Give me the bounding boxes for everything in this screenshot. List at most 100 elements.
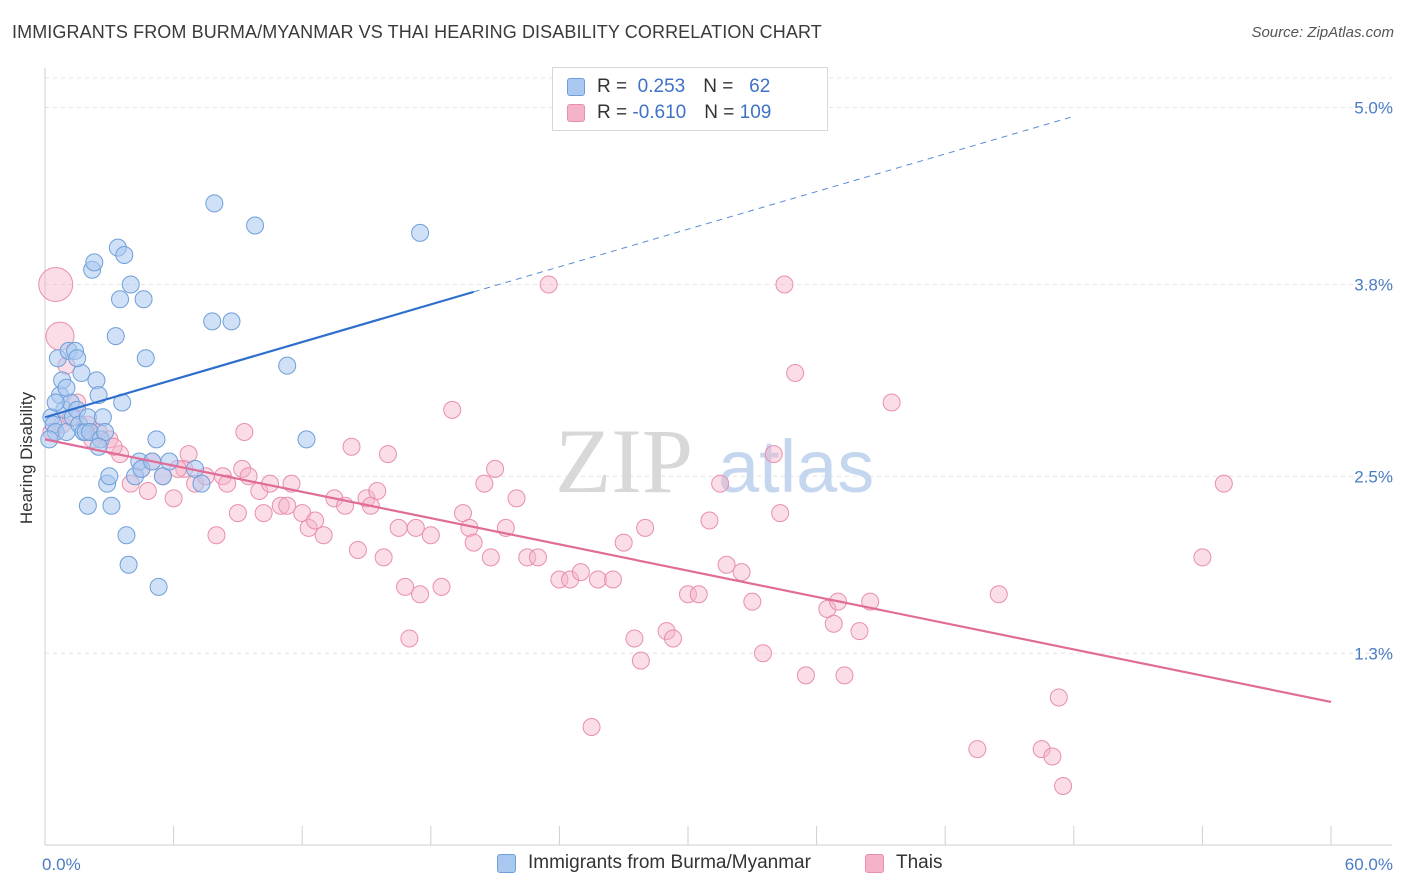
bottom-legend-thai: Thais [865, 852, 942, 874]
watermark: ZIP atlas [555, 410, 874, 512]
thai-point [233, 459, 252, 478]
thai-point [1043, 747, 1062, 766]
thai-point [254, 504, 273, 523]
y-tick-label: 3.8% [1354, 276, 1393, 295]
bottom-legend-swatch-burma [497, 853, 516, 873]
thai-point [882, 393, 901, 412]
thai-point [689, 585, 708, 604]
legend-n-value: 109 [739, 102, 772, 123]
trend-lines [44, 115, 1332, 704]
thai-point [374, 548, 393, 567]
thai-point [700, 511, 719, 530]
thai-point [1049, 688, 1068, 707]
legend-swatch-burma [567, 78, 585, 96]
burma-point [411, 223, 430, 242]
burma-point [106, 327, 125, 346]
legend-n-value: 62 [738, 76, 771, 97]
thai-point [271, 496, 290, 515]
thai-point [164, 489, 183, 508]
burma-point [89, 437, 108, 456]
thai-point [588, 570, 607, 589]
burma-point [102, 496, 121, 515]
thai-point [631, 651, 650, 670]
burma-point [192, 474, 211, 493]
burma-point [222, 312, 241, 331]
bottom-legend: Immigrants from Burma/Myanmar Thais [0, 852, 1406, 878]
legend-r-label: R = [597, 102, 633, 123]
burma-point [78, 496, 97, 515]
thai-point [636, 518, 655, 537]
thai-point [38, 267, 74, 302]
thai-point [1032, 740, 1051, 759]
watermark-atlas: atlas [718, 425, 874, 508]
thai-point [486, 459, 505, 478]
thai-point [278, 496, 297, 515]
bottom-legend-swatch-thai [865, 853, 884, 873]
thai-point [342, 437, 361, 456]
axis-labels: 1.3% 2.5% 3.8% 5.0% 0.0% 60.0% Hearing Disabil… [17, 99, 1393, 875]
thai-point [711, 474, 730, 493]
legend-n-label: N = [703, 76, 739, 97]
thai-trend-line [44, 438, 1332, 704]
thai-point [743, 592, 762, 611]
source-label: Source: ZipAtlas.com [1251, 24, 1394, 41]
legend-row-burma: R = 0.253 N = 62 [567, 75, 770, 99]
thai-point [218, 474, 237, 493]
burma-point [85, 253, 104, 272]
burma-point [100, 467, 119, 486]
burma-point [160, 452, 179, 471]
burma-point [246, 216, 265, 235]
chart-title: IMMIGRANTS FROM BURMA/MYANMAR VS THAI HE… [12, 22, 822, 42]
thai-point [138, 482, 157, 500]
thai-point [411, 585, 430, 604]
y-tick-label: 2.5% [1354, 467, 1393, 486]
burma-point [46, 393, 65, 412]
burma-point [119, 555, 138, 574]
burma-point [147, 430, 166, 449]
thai-point [663, 629, 682, 648]
thai-point [406, 518, 425, 537]
thai-point [228, 504, 247, 523]
thai-point [507, 489, 526, 508]
thai-point [561, 570, 580, 589]
thai-point [481, 548, 500, 567]
bottom-legend-label-thai: Thais [896, 852, 943, 873]
thai-point [306, 511, 325, 530]
thai-point [1193, 548, 1212, 567]
legend-swatch-thai [567, 104, 585, 122]
thai-point [603, 570, 622, 589]
burma-trend-extension [473, 115, 1074, 293]
thai-point [786, 364, 805, 382]
thai-point [717, 555, 736, 574]
thai-point [571, 563, 590, 582]
thai-point [378, 445, 397, 464]
x-tick-label-max: 60.0% [1345, 855, 1393, 874]
burma-point [205, 194, 224, 213]
legend-r-label: R = [597, 76, 633, 97]
series-burma [40, 194, 430, 596]
thai-point [968, 740, 987, 759]
burma-trend-line [44, 290, 474, 419]
thai-point [614, 533, 633, 552]
thai-point [421, 526, 440, 545]
burma-point [87, 371, 106, 390]
y-tick-label: 1.3% [1354, 644, 1393, 663]
thai-point [657, 622, 676, 641]
thai-point [368, 482, 387, 500]
y-tick-label: 5.0% [1354, 99, 1393, 118]
burma-point [136, 349, 155, 368]
burma-point [78, 408, 97, 427]
thai-point [464, 533, 483, 552]
bottom-legend-label-burma: Immigrants from Burma/Myanmar [528, 852, 811, 873]
thai-point [396, 577, 415, 596]
thai-point [1054, 777, 1073, 795]
legend-row-thai: R = -0.610 N = 109 [567, 101, 771, 125]
burma-point [115, 246, 134, 264]
burma-point [93, 408, 112, 427]
y-axis-label: Hearing Disability [17, 391, 36, 524]
series-thais [38, 267, 1233, 795]
thai-point [824, 614, 843, 633]
burma-point [203, 312, 222, 331]
thai-point [314, 526, 333, 545]
thai-point [775, 275, 794, 294]
